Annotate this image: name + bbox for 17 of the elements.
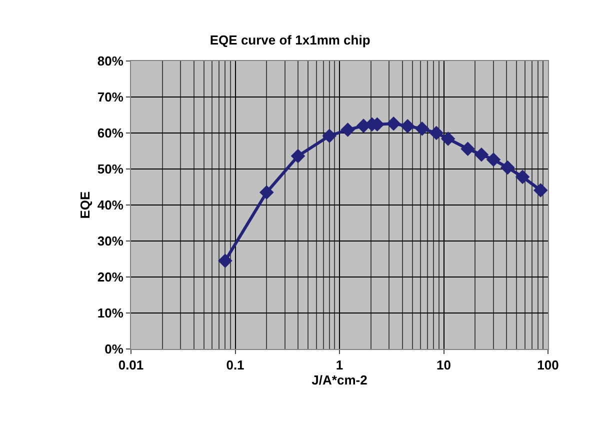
y-tick-label: 40% <box>97 198 124 213</box>
x-tick-label: 0.1 <box>226 358 244 373</box>
y-tick-label: 30% <box>97 234 124 249</box>
y-tick-label: 80% <box>97 54 124 69</box>
chart-title: EQE curve of 1x1mm chip <box>210 32 370 48</box>
x-tick-label: 0.01 <box>118 358 144 373</box>
y-tick-label: 0% <box>104 342 124 357</box>
y-tick-label: 10% <box>97 306 124 321</box>
x-tick-label: 1 <box>336 358 344 373</box>
y-tick-label: 20% <box>97 270 124 285</box>
x-axis-title: J/A*cm-2 <box>312 372 368 388</box>
y-axis-title: EQE <box>77 190 92 219</box>
x-tick-label: 10 <box>436 358 451 373</box>
y-tick-label: 50% <box>97 162 124 177</box>
y-tick-label: 60% <box>97 126 124 141</box>
x-tick-label: 100 <box>537 358 559 373</box>
y-tick-label: 70% <box>97 90 124 105</box>
